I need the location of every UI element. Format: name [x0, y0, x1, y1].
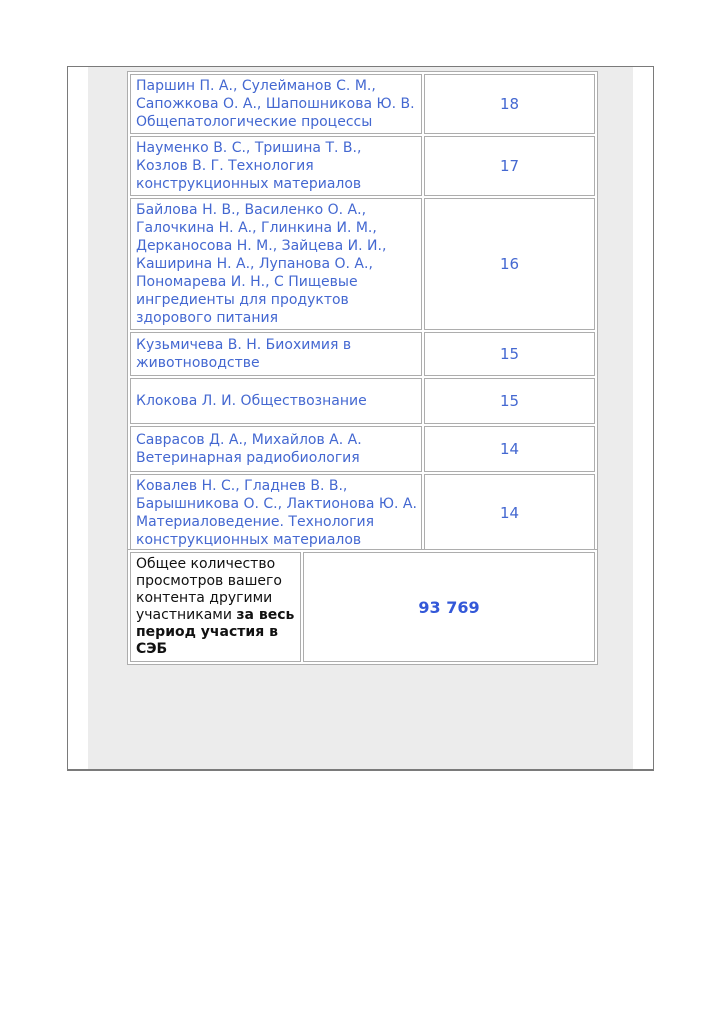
content-frame: Паршин П. А., Сулейманов С. М., Сапожков… — [67, 66, 654, 771]
views-count: 14 — [499, 440, 520, 458]
publication-title-cell: Паршин П. А., Сулейманов С. М., Сапожков… — [130, 74, 422, 134]
publication-title-cell: Кузьмичева В. Н. Биохимия в животноводст… — [130, 332, 422, 376]
summary-table: Общее количество просмотров вашего конте… — [127, 549, 598, 665]
views-count-cell: 18 — [424, 74, 595, 134]
views-count-cell: 14 — [424, 474, 595, 552]
publication-title: Ковалев Н. С., Гладнев В. В., Барышников… — [136, 478, 417, 548]
publication-title: Кузьмичева В. Н. Биохимия в животноводст… — [136, 337, 352, 371]
publication-title: Саврасов Д. А., Михайлов А. А. Ветеринар… — [136, 432, 362, 466]
views-count: 16 — [499, 255, 520, 273]
table-row: Ковалев Н. С., Гладнев В. В., Барышников… — [130, 474, 595, 552]
views-count-cell: 16 — [424, 198, 595, 330]
publication-title: Клокова Л. И. Обществознание — [136, 393, 367, 409]
views-count: 15 — [499, 345, 520, 363]
table-row: Науменко В. С., Тришина Т. В., Козлов В.… — [130, 136, 595, 196]
summary-total-value: 93 769 — [418, 597, 480, 617]
publication-title: Паршин П. А., Сулейманов С. М., Сапожков… — [136, 78, 415, 130]
publication-title-cell: Клокова Л. И. Обществознание — [130, 378, 422, 424]
views-count-cell: 15 — [424, 378, 595, 424]
summary-label-regular: Общее количество просмотров вашего конте… — [136, 556, 282, 623]
publication-title: Байлова Н. В., Василенко О. А., Галочкин… — [136, 202, 387, 326]
views-count: 18 — [499, 95, 520, 113]
publication-title: Науменко В. С., Тришина Т. В., Козлов В.… — [136, 140, 362, 192]
table-row: Байлова Н. В., Василенко О. А., Галочкин… — [130, 198, 595, 330]
summary-row: Общее количество просмотров вашего конте… — [130, 552, 595, 662]
views-count-cell: 15 — [424, 332, 595, 376]
publication-title-cell: Науменко В. С., Тришина Т. В., Козлов В.… — [130, 136, 422, 196]
publication-title-cell: Саврасов Д. А., Михайлов А. А. Ветеринар… — [130, 426, 422, 472]
summary-label-cell: Общее количество просмотров вашего конте… — [130, 552, 301, 662]
views-table-body: Паршин П. А., Сулейманов С. М., Сапожков… — [130, 74, 595, 552]
views-count: 17 — [499, 157, 520, 175]
table-row: Клокова Л. И. Обществознание 15 — [130, 378, 595, 424]
views-count-cell: 17 — [424, 136, 595, 196]
table-row: Кузьмичева В. Н. Биохимия в животноводст… — [130, 332, 595, 376]
views-table: Паршин П. А., Сулейманов С. М., Сапожков… — [127, 71, 598, 555]
screenshot-background: Паршин П. А., Сулейманов С. М., Сапожков… — [88, 67, 633, 769]
summary-total-cell: 93 769 — [303, 552, 595, 662]
views-count-cell: 14 — [424, 426, 595, 472]
table-row: Паршин П. А., Сулейманов С. М., Сапожков… — [130, 74, 595, 134]
summary-label-bold: за весь период участия в СЭБ — [136, 607, 295, 657]
table-row: Саврасов Д. А., Михайлов А. А. Ветеринар… — [130, 426, 595, 472]
publication-title-cell: Байлова Н. В., Василенко О. А., Галочкин… — [130, 198, 422, 330]
publication-title-cell: Ковалев Н. С., Гладнев В. В., Барышников… — [130, 474, 422, 552]
views-count: 15 — [499, 392, 520, 410]
views-count: 14 — [499, 504, 520, 522]
